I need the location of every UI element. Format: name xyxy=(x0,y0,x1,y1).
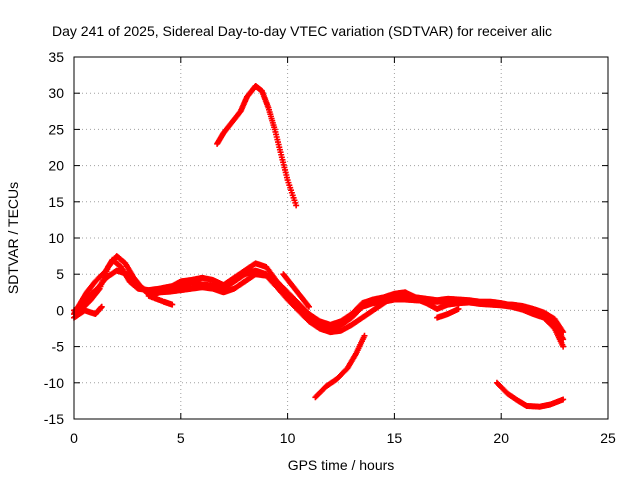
data-point xyxy=(560,396,567,403)
x-tick-label: 20 xyxy=(493,430,509,446)
data-point xyxy=(169,301,176,308)
data-point xyxy=(305,303,312,310)
y-tick-label: 25 xyxy=(48,121,64,137)
data-point xyxy=(455,305,462,312)
y-tick-label: 30 xyxy=(48,85,64,101)
data-point xyxy=(361,332,368,339)
x-tick-label: 25 xyxy=(600,430,616,446)
series-peak-arc xyxy=(214,82,300,209)
data-point xyxy=(305,302,312,309)
plot-frame xyxy=(73,56,609,420)
x-axis-label: GPS time / hours xyxy=(288,457,395,473)
y-tick-label: 35 xyxy=(48,49,64,65)
y-tick-label: -10 xyxy=(44,375,64,391)
x-tick-label: 0 xyxy=(70,430,78,446)
y-tick-label: 10 xyxy=(48,230,64,246)
y-axis-label: SDTVAR / TECUs xyxy=(5,182,21,294)
x-tick-label: 5 xyxy=(177,430,185,446)
data-point xyxy=(293,202,300,209)
data-point xyxy=(560,336,567,343)
axis-ticks: 0 5 10 15 20 25 -15 -10 -5 0 5 10 15 20 25 30 35 xyxy=(44,49,616,446)
x-tick-label: 10 xyxy=(280,430,296,446)
y-tick-label: 5 xyxy=(56,266,64,282)
series-branch-at-17h xyxy=(434,305,462,321)
data-point xyxy=(98,303,105,310)
y-tick-label: 15 xyxy=(48,194,64,210)
y-tick-label: -15 xyxy=(44,411,64,427)
series-afternoon-low-branch xyxy=(145,292,176,308)
grid-lines xyxy=(74,57,608,419)
series-branch-at-10h xyxy=(280,271,312,310)
series-late-low-arc xyxy=(493,379,567,410)
y-tick-label: 0 xyxy=(56,302,64,318)
data-point xyxy=(560,343,567,350)
y-tick-label: 20 xyxy=(48,158,64,174)
data-series xyxy=(71,82,567,410)
series-main-band-c xyxy=(75,260,567,343)
x-tick-label: 15 xyxy=(387,430,403,446)
series-early-low-branch xyxy=(71,303,105,321)
series-low-rising-arc xyxy=(312,332,368,401)
chart-title: Day 241 of 2025, Sidereal Day-to-day VTE… xyxy=(52,23,552,39)
y-tick-label: -5 xyxy=(52,339,65,355)
